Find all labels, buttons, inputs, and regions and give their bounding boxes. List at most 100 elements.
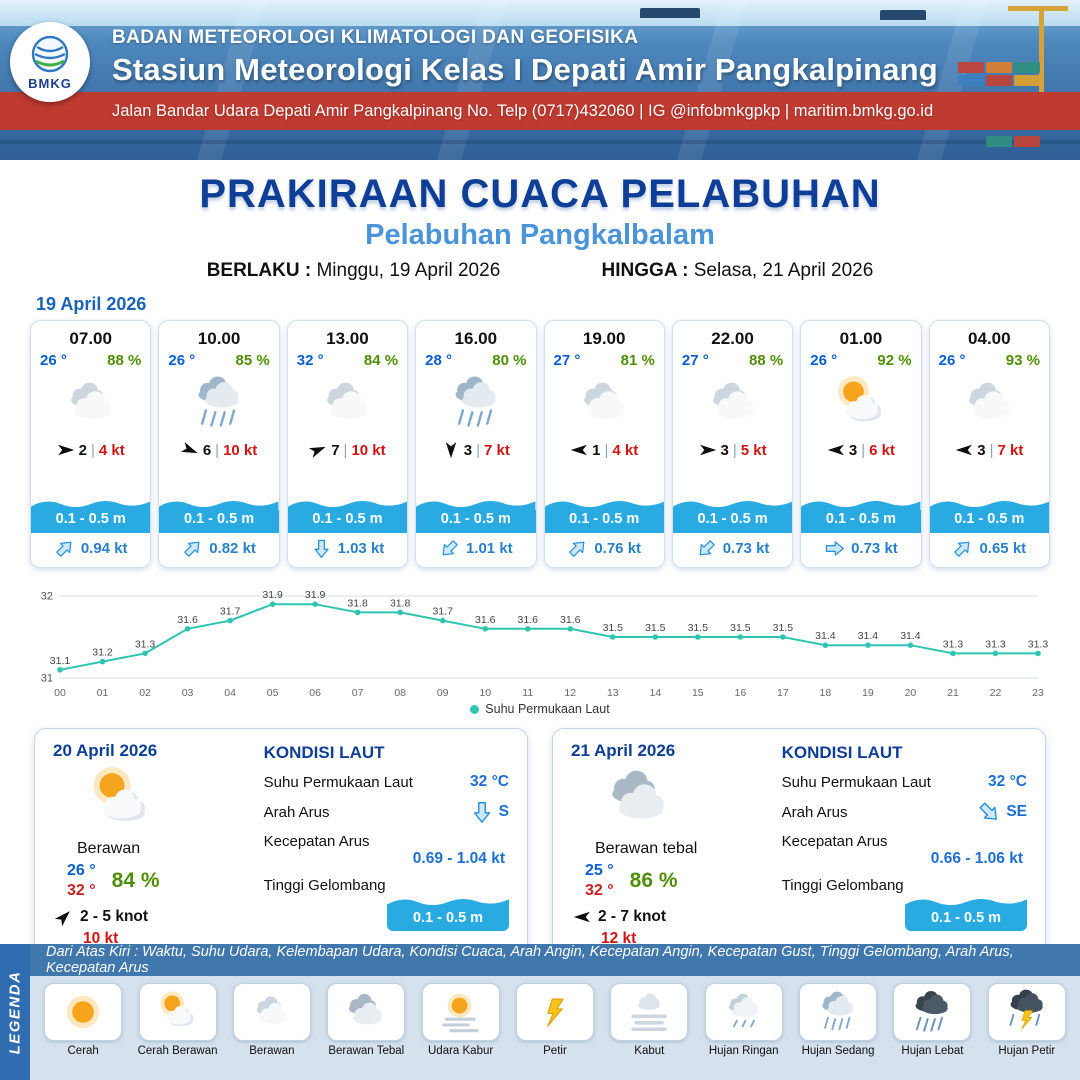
air-temperature: 32 ° (296, 352, 324, 369)
wind-direction-icon (442, 441, 460, 459)
legend-icon (893, 983, 972, 1041)
summary-card-day2: 21 April 2026 Berawan tebal 25 ° 32 ° 86… (552, 728, 1046, 960)
air-temperature: 28 ° (425, 352, 452, 369)
wind-speed: 2 (78, 441, 87, 459)
svg-text:01: 01 (97, 687, 109, 699)
current-direction-icon (54, 538, 75, 559)
separator: | (215, 441, 220, 459)
current-speed: 1.01 kt (465, 540, 513, 557)
svg-text:20: 20 (905, 687, 917, 699)
current-direction-label: Arah Arus (781, 803, 848, 821)
bmkg-logo-text: BMKG (28, 76, 72, 91)
wind-direction-icon (573, 908, 591, 926)
wave-height-value: 0.1 - 0.5 m (287, 510, 408, 533)
svg-text:31.4: 31.4 (858, 630, 879, 642)
legend-section: Dari Atas Kiri : Waktu, Suhu Udara, Kele… (0, 944, 1080, 1080)
wave-height-badge: 0.1 - 0.5 m (387, 896, 509, 931)
forecast-card: 01.00 26 ° 92 % 3 | 6 kt 0.1 - 0.5 m 0.7… (800, 320, 922, 568)
sst-label: Suhu Permukaan Laut (263, 773, 413, 791)
current-row: 0.76 kt (544, 533, 664, 567)
wave-crest-icon (416, 501, 536, 510)
svg-text:31.4: 31.4 (815, 630, 836, 642)
humidity-value: 80 % (492, 352, 527, 369)
title-section: PRAKIRAAN CUACA PELABUHAN Pelabuhan Pang… (0, 160, 1080, 282)
legend-icon (987, 983, 1066, 1041)
legend-icon (44, 983, 123, 1041)
current-row: 1.03 kt (287, 533, 408, 567)
wave-height-value: 0.1 - 0.5 m (672, 510, 793, 533)
summary-date: 21 April 2026 (571, 741, 676, 760)
legend-item: Hujan Petir (982, 983, 1072, 1080)
current-row: 1.01 kt (416, 533, 536, 567)
wind-row: 3 | 7 kt (416, 437, 535, 463)
legend-item: Cerah Berawan (133, 983, 223, 1080)
svg-text:00: 00 (54, 687, 66, 699)
forecast-time: 07.00 (69, 329, 112, 348)
gust-speed: 7 kt (484, 441, 510, 459)
wind-row: 3 | 7 kt (930, 437, 1049, 463)
svg-text:31.9: 31.9 (262, 589, 283, 601)
legend-item: Berawan Tebal (321, 983, 411, 1080)
current-direction-icon (182, 538, 203, 559)
header: Jalan Bandar Udara Depati Amir Pangkalpi… (0, 0, 1080, 160)
air-temperature: 26 ° (40, 352, 67, 369)
wind-direction-icon (55, 908, 73, 926)
wave-height-band: 0.1 - 0.5 m (287, 498, 408, 533)
wind-row: 1 | 4 kt (545, 437, 664, 463)
gust-speed: 6 kt (869, 441, 895, 459)
legend-icon (327, 983, 406, 1041)
agency-name: BADAN METEOROLOGI KLIMATOLOGI DAN GEOFIS… (112, 27, 639, 48)
legend-item: Berawan (227, 983, 317, 1080)
wind-row: 3 | 6 kt (801, 437, 920, 463)
forecast-time: 10.00 (197, 329, 241, 348)
legend-icon (610, 983, 689, 1041)
wind-direction-icon (827, 441, 845, 459)
svg-text:18: 18 (820, 687, 832, 699)
svg-text:31.2: 31.2 (92, 647, 113, 659)
current-row: 0.73 kt (801, 533, 921, 567)
temp-max: 32 ° (585, 882, 614, 899)
current-row: 0.65 kt (929, 533, 1049, 567)
wave-height-label: Tinggi Gelombang (781, 877, 904, 894)
forecast-time: 16.00 (454, 329, 498, 348)
current-direction-label: Arah Arus (263, 803, 330, 821)
wind-direction-icon (955, 441, 973, 459)
wave-crest-icon (31, 501, 151, 510)
forecast-card: 22.00 27 ° 88 % 3 | 5 kt 0.1 - 0.5 m 0.7… (671, 320, 794, 568)
summary-card-day1: 20 April 2026 Berawan 26 ° 32 ° 84 % 2 -… (34, 728, 528, 960)
temp-max: 32 ° (67, 882, 96, 899)
legend-label: Berawan Tebal (328, 1045, 405, 1057)
weather-icon (801, 369, 920, 437)
svg-text:10: 10 (479, 687, 491, 699)
sea-conditions-title: KONDISI LAUT (263, 743, 385, 762)
bmkg-logo: BMKG (10, 22, 90, 102)
weather-icon (288, 369, 407, 437)
hingga-value: Selasa, 21 April 2026 (693, 260, 874, 281)
validity-line: BERLAKU : Minggu, 19 April 2026 HINGGA :… (0, 260, 1080, 282)
svg-text:31.8: 31.8 (390, 597, 411, 609)
svg-text:16: 16 (735, 687, 747, 699)
forecast-time: 04.00 (968, 329, 1011, 348)
wave-crest-icon (801, 501, 921, 510)
weather-icon (545, 369, 664, 437)
wind-speed: 3 (720, 441, 729, 459)
current-row: 0.82 kt (159, 533, 279, 567)
wind-speed: 3 (977, 441, 986, 459)
legend-item: Udara Kabur (416, 983, 506, 1080)
berlaku-label: BERLAKU : (206, 260, 312, 281)
svg-text:31.5: 31.5 (730, 622, 751, 634)
svg-text:13: 13 (607, 687, 619, 699)
svg-text:02: 02 (139, 687, 151, 699)
svg-text:31.3: 31.3 (135, 638, 156, 650)
svg-text:11: 11 (522, 687, 533, 699)
legend-label: Petir (543, 1045, 567, 1057)
legend-item: Hujan Sedang (793, 983, 883, 1080)
svg-text:31.3: 31.3 (985, 638, 1006, 650)
wind-range: 2 - 7 knot (598, 908, 667, 925)
wave-height-label: Tinggi Gelombang (263, 877, 386, 894)
legend-icon (232, 983, 311, 1041)
port-name: Pelabuhan Pangkalbalam (365, 219, 715, 251)
svg-text:31: 31 (41, 673, 53, 685)
svg-text:31.5: 31.5 (603, 622, 624, 634)
legend-label: Hujan Sedang (801, 1045, 875, 1057)
